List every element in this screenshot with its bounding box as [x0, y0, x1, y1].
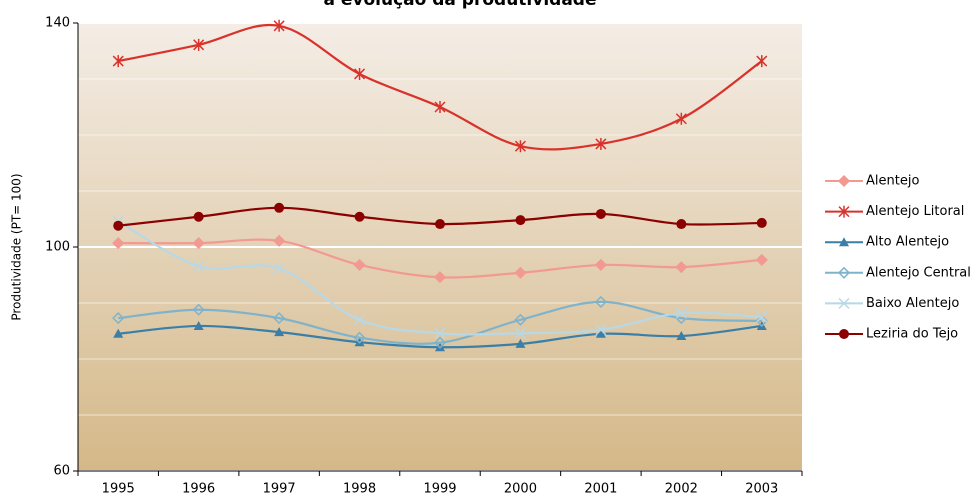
x-tick-label: 1995	[102, 482, 135, 497]
data-point	[434, 327, 446, 339]
data-point	[595, 137, 607, 150]
data-point	[756, 217, 767, 228]
series-line	[118, 300, 762, 345]
data-point	[595, 324, 607, 336]
x-tick-label: 2001	[584, 482, 617, 497]
data-point	[112, 55, 124, 68]
data-point	[193, 211, 204, 222]
data-point	[193, 320, 204, 330]
data-point	[273, 234, 286, 247]
data-point	[273, 262, 285, 274]
legend-marker	[837, 266, 851, 279]
data-point	[676, 219, 687, 230]
data-point	[354, 67, 366, 80]
data-point	[675, 307, 687, 319]
legend-label: Alentejo	[866, 174, 919, 189]
data-point	[193, 38, 205, 51]
y-axis-label: Produtividade (PT= 100)	[10, 173, 24, 320]
x-tick-label: 2002	[665, 482, 698, 497]
data-point	[594, 295, 607, 308]
legend-label: Baixo Alentejo	[866, 296, 959, 311]
data-point	[274, 327, 285, 337]
data-point	[433, 271, 447, 284]
x-tick-label: 1998	[343, 482, 376, 497]
x-tick-label: 1997	[263, 482, 296, 497]
data-point	[514, 140, 526, 153]
data-point	[192, 303, 205, 316]
data-point	[755, 253, 768, 266]
data-point	[595, 208, 606, 219]
chart-title: a evolução da produtividade	[323, 0, 596, 10]
data-point	[434, 101, 446, 113]
data-point	[676, 331, 687, 341]
data-point	[353, 258, 366, 271]
data-point	[514, 313, 527, 326]
data-point	[354, 211, 365, 222]
data-point	[515, 338, 526, 348]
data-point	[192, 237, 205, 250]
y-tick-label: 140	[45, 16, 70, 31]
data-point	[273, 312, 286, 325]
data-point	[514, 327, 526, 339]
series-line	[117, 220, 762, 336]
x-tick-label: 2000	[504, 482, 537, 497]
x-tick-label: 1996	[182, 482, 215, 497]
legend-marker	[837, 174, 851, 188]
legend-marker	[839, 329, 849, 339]
y-tick-label: 100	[45, 240, 70, 255]
legend-label: Alentejo Central	[866, 265, 971, 280]
data-point	[675, 261, 688, 274]
data-point	[193, 260, 205, 272]
data-point	[594, 258, 607, 271]
data-point	[354, 314, 366, 326]
data-point	[675, 112, 687, 125]
data-point	[756, 55, 768, 68]
data-point	[113, 220, 124, 231]
data-point	[595, 328, 606, 338]
legend-label: Leziria do Tejo	[866, 327, 958, 342]
legend-label: Alentejo Litoral	[866, 204, 964, 219]
x-tick-label: 1999	[423, 482, 456, 497]
data-point	[112, 312, 125, 325]
data-point	[756, 311, 768, 323]
data-point	[273, 19, 285, 32]
data-point	[755, 314, 768, 327]
data-point	[353, 331, 366, 344]
legend-marker	[838, 297, 850, 309]
data-point	[113, 328, 124, 338]
legend-label: Alto Alentejo	[866, 235, 949, 250]
data-point	[274, 202, 285, 213]
data-point	[515, 215, 526, 226]
legend-marker	[838, 205, 850, 218]
data-point	[112, 237, 125, 250]
data-point	[433, 336, 447, 349]
data-point	[435, 219, 445, 230]
legend-marker	[839, 237, 849, 247]
y-tick-label: 60	[53, 464, 70, 479]
data-point	[514, 266, 527, 279]
x-tick-label: 2003	[745, 482, 778, 497]
